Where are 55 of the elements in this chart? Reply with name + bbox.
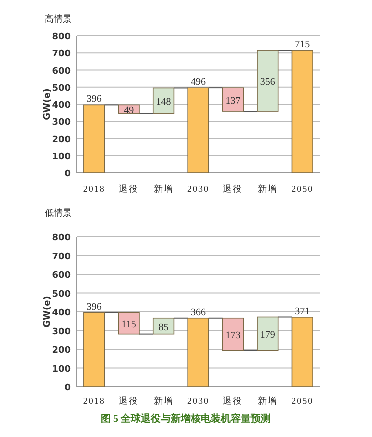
data-label: 148 [156,96,172,108]
bar [84,104,106,174]
data-label: 137 [226,96,241,107]
y-tick-label: 0 [64,384,71,394]
data-label: 356 [260,77,276,88]
bar [188,88,210,174]
chart-title: 低情景 [45,208,72,218]
y-tick-label: 500 [52,84,71,94]
bar [222,88,244,112]
y-tick-label: 700 [52,50,71,60]
x-tick-label: 退役 [119,184,140,194]
y-tick-label: 300 [52,327,71,338]
y-tick-label: 300 [52,118,71,128]
x-tick-label: 2018 [83,184,106,194]
bar [257,50,279,112]
x-tick-label: 2050 [292,184,314,194]
data-label: 396 [86,94,102,106]
y-axis-title: GW(e) [43,88,53,120]
y-tick-label: 400 [52,308,71,318]
data-label: 85 [158,322,169,334]
y-tick-label: 600 [52,271,71,281]
x-tick-label: 2030 [188,396,210,406]
y-axis-title: GW(e) [43,296,53,328]
data-label: 371 [295,306,310,318]
x-tick-label: 退役 [223,396,244,406]
x-tick-label: 新增 [154,396,174,406]
y-tick-label: 800 [52,234,71,244]
x-tick-label: 退役 [223,184,244,194]
x-tick-label: 新增 [258,184,278,194]
y-tick-label: 200 [52,135,71,146]
data-label: 715 [295,40,310,51]
chart-title: 高情景 [45,14,72,24]
x-tick-label: 新增 [154,184,174,194]
y-tick-label: 800 [52,32,71,42]
x-tick-label: 退役 [119,396,140,406]
y-tick-label: 500 [52,290,71,300]
data-label: 115 [122,320,136,331]
x-tick-label: 2030 [188,184,210,194]
x-tick-label: 2018 [83,396,106,406]
bar [292,50,314,174]
y-tick-label: 700 [52,252,71,262]
y-tick-label: 400 [52,101,71,111]
data-label: 496 [191,77,206,88]
y-tick-label: 0 [64,170,71,180]
data-label: 396 [86,302,102,313]
data-label: 179 [260,330,276,342]
x-tick-label: 新增 [258,396,278,406]
y-tick-label: 100 [52,152,71,162]
y-tick-label: 200 [52,346,71,356]
data-label: 173 [226,330,241,342]
y-tick-label: 100 [52,364,71,375]
caption: 图 5 全球退役与新增核电装机容量预测 [101,413,271,425]
data-label: 366 [191,307,206,318]
x-tick-label: 2050 [292,396,314,406]
y-tick-label: 600 [52,66,71,77]
